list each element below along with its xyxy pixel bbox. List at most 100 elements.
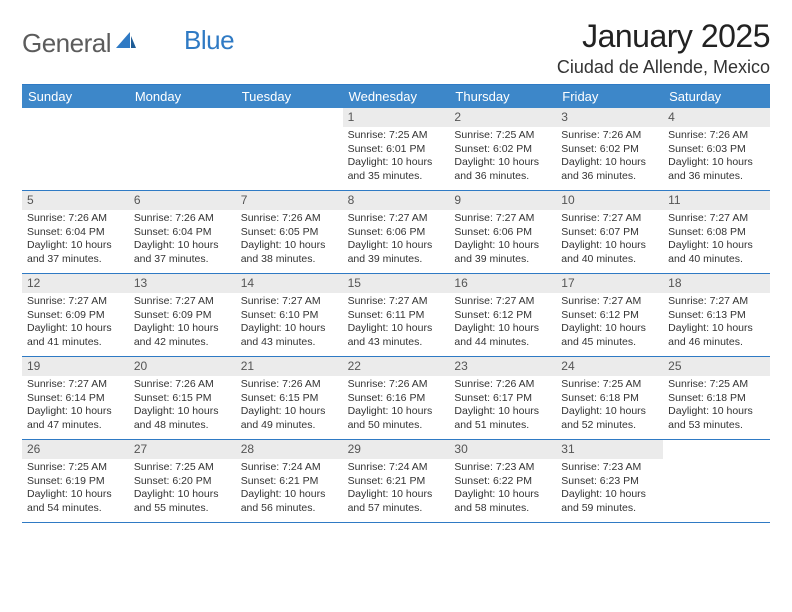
sunrise-text: Sunrise: 7:26 AM [241, 212, 338, 225]
sunrise-text: Sunrise: 7:27 AM [27, 295, 124, 308]
sunrise-text: Sunrise: 7:24 AM [348, 461, 445, 474]
day1-text: Daylight: 10 hours [241, 239, 338, 252]
day1-text: Daylight: 10 hours [561, 405, 658, 418]
calendar-cell: 11Sunrise: 7:27 AMSunset: 6:08 PMDayligh… [663, 191, 770, 273]
day1-text: Daylight: 10 hours [561, 239, 658, 252]
sunrise-text: Sunrise: 7:26 AM [27, 212, 124, 225]
day2-text: and 38 minutes. [241, 253, 338, 266]
day1-text: Daylight: 10 hours [454, 239, 551, 252]
day2-text: and 55 minutes. [134, 502, 231, 515]
day-number: 21 [236, 357, 343, 376]
calendar-cell: 13Sunrise: 7:27 AMSunset: 6:09 PMDayligh… [129, 274, 236, 356]
col-header-monday: Monday [129, 85, 236, 108]
day-number: 29 [343, 440, 450, 459]
day-number: 3 [556, 108, 663, 127]
day-number: 10 [556, 191, 663, 210]
calendar-cell: 17 Sunrise: 7:27 AMSunset: 6:12 PMDayligh… [556, 274, 663, 356]
sunset-text: Sunset: 6:13 PM [668, 309, 765, 322]
day-number: 2 [449, 108, 556, 127]
day1-text: Daylight: 10 hours [668, 239, 765, 252]
calendar-cell: 31Sunrise: 7:23 AMSunset: 6:23 PMDayligh… [556, 440, 663, 522]
calendar-cell: 5 Sunrise: 7:26 AMSunset: 6:04 PMDaylight… [22, 191, 129, 273]
day1-text: Daylight: 10 hours [454, 405, 551, 418]
sunrise-text: Sunrise: 7:26 AM [348, 378, 445, 391]
col-header-sunday: Sunday [22, 85, 129, 108]
day2-text: and 51 minutes. [454, 419, 551, 432]
day1-text: Daylight: 10 hours [27, 322, 124, 335]
brand-logo: General Blue [22, 18, 234, 59]
day1-text: Daylight: 10 hours [668, 322, 765, 335]
day1-text: Daylight: 10 hours [27, 239, 124, 252]
calendar-cell: 6Sunrise: 7:26 AMSunset: 6:04 PMDaylight… [129, 191, 236, 273]
day1-text: Daylight: 10 hours [241, 488, 338, 501]
sunset-text: Sunset: 6:02 PM [454, 143, 551, 156]
day2-text: and 35 minutes. [348, 170, 445, 183]
day-number: 13 [129, 274, 236, 293]
day1-text: Daylight: 10 hours [348, 156, 445, 169]
sunset-text: Sunset: 6:18 PM [561, 392, 658, 405]
sunset-text: Sunset: 6:01 PM [348, 143, 445, 156]
calendar-cell: 16Sunrise: 7:27 AMSunset: 6:12 PMDayligh… [449, 274, 556, 356]
calendar-cell: 30Sunrise: 7:23 AMSunset: 6:22 PMDayligh… [449, 440, 556, 522]
calendar-cell: 27Sunrise: 7:25 AMSunset: 6:20 PMDayligh… [129, 440, 236, 522]
day2-text: and 52 minutes. [561, 419, 658, 432]
sunset-text: Sunset: 6:03 PM [668, 143, 765, 156]
sunset-text: Sunset: 6:09 PM [27, 309, 124, 322]
sunset-text: Sunset: 6:09 PM [134, 309, 231, 322]
sunrise-text: Sunrise: 7:23 AM [561, 461, 658, 474]
day1-text: Daylight: 10 hours [241, 405, 338, 418]
day1-text: Daylight: 10 hours [134, 405, 231, 418]
day2-text: and 45 minutes. [561, 336, 658, 349]
calendar-cell: 18Sunrise: 7:27 AMSunset: 6:13 PMDayligh… [663, 274, 770, 356]
sunrise-text: Sunrise: 7:25 AM [134, 461, 231, 474]
sunset-text: Sunset: 6:18 PM [668, 392, 765, 405]
sunrise-text: Sunrise: 7:27 AM [454, 295, 551, 308]
sunrise-text: Sunrise: 7:27 AM [561, 295, 658, 308]
sunset-text: Sunset: 6:08 PM [668, 226, 765, 239]
calendar-cell: 4Sunrise: 7:26 AMSunset: 6:03 PMDaylight… [663, 108, 770, 190]
day1-text: Daylight: 10 hours [134, 322, 231, 335]
day-number: 17 [556, 274, 663, 293]
col-header-wednesday: Wednesday [343, 85, 450, 108]
day1-text: Daylight: 10 hours [348, 322, 445, 335]
day-number: 18 [663, 274, 770, 293]
calendar-table: Sunday Monday Tuesday Wednesday Thursday… [22, 84, 770, 523]
calendar-cell [236, 108, 343, 190]
day-number: 22 [343, 357, 450, 376]
day-number: 27 [129, 440, 236, 459]
day-number: 4 [663, 108, 770, 127]
sunrise-text: Sunrise: 7:26 AM [241, 378, 338, 391]
sunrise-text: Sunrise: 7:23 AM [454, 461, 551, 474]
sunrise-text: Sunrise: 7:26 AM [134, 378, 231, 391]
day1-text: Daylight: 10 hours [561, 488, 658, 501]
sunrise-text: Sunrise: 7:25 AM [348, 129, 445, 142]
day2-text: and 48 minutes. [134, 419, 231, 432]
calendar-cell: 21Sunrise: 7:26 AMSunset: 6:15 PMDayligh… [236, 357, 343, 439]
sunset-text: Sunset: 6:11 PM [348, 309, 445, 322]
day-number: 12 [22, 274, 129, 293]
calendar-cell: 28Sunrise: 7:24 AMSunset: 6:21 PMDayligh… [236, 440, 343, 522]
sunset-text: Sunset: 6:12 PM [561, 309, 658, 322]
sunset-text: Sunset: 6:04 PM [27, 226, 124, 239]
day-number: 9 [449, 191, 556, 210]
calendar-cell: 23Sunrise: 7:26 AMSunset: 6:17 PMDayligh… [449, 357, 556, 439]
day-number: 5 [22, 191, 129, 210]
day1-text: Daylight: 10 hours [561, 322, 658, 335]
day-number: 1 [343, 108, 450, 127]
col-header-friday: Friday [556, 85, 663, 108]
sunset-text: Sunset: 6:10 PM [241, 309, 338, 322]
calendar-cell: 24Sunrise: 7:25 AMSunset: 6:18 PMDayligh… [556, 357, 663, 439]
calendar-cell: 29Sunrise: 7:24 AMSunset: 6:21 PMDayligh… [343, 440, 450, 522]
day-number: 11 [663, 191, 770, 210]
day2-text: and 44 minutes. [454, 336, 551, 349]
day1-text: Daylight: 10 hours [241, 322, 338, 335]
calendar-cell: 3Sunrise: 7:26 AMSunset: 6:02 PMDaylight… [556, 108, 663, 190]
col-header-thursday: Thursday [449, 85, 556, 108]
day2-text: and 42 minutes. [134, 336, 231, 349]
calendar-cell: 10Sunrise: 7:27 AMSunset: 6:07 PMDayligh… [556, 191, 663, 273]
sunset-text: Sunset: 6:20 PM [134, 475, 231, 488]
day2-text: and 59 minutes. [561, 502, 658, 515]
day2-text: and 43 minutes. [241, 336, 338, 349]
day1-text: Daylight: 10 hours [454, 488, 551, 501]
day-number: 24 [556, 357, 663, 376]
